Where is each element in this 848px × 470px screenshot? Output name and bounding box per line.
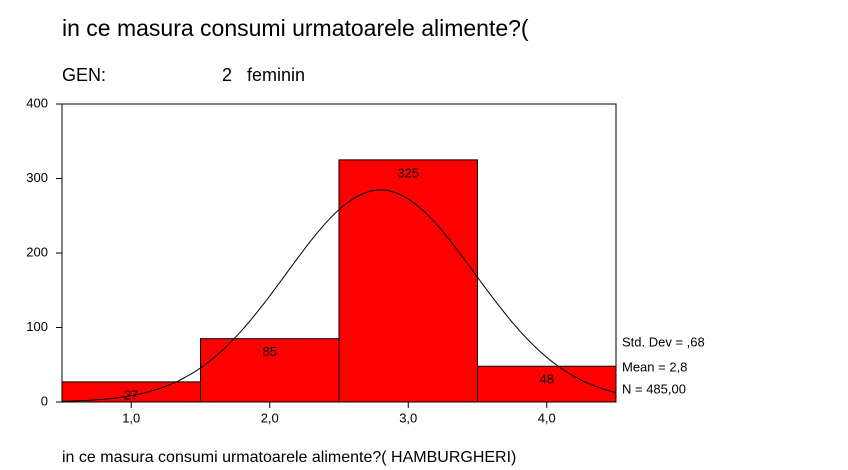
x-axis-label: in ce masura consumi urmatoarele aliment…	[62, 449, 516, 466]
y-tick-label: 400	[26, 95, 48, 110]
bar-label: 325	[397, 165, 419, 180]
x-tick-label: 3,0	[399, 410, 417, 425]
x-tick-label: 1,0	[122, 410, 140, 425]
y-tick-label: 0	[41, 393, 48, 408]
stat-label: N = 485,00	[622, 381, 686, 396]
subtitle-value: 2 feminin	[222, 65, 305, 85]
normal-curve	[61, 189, 617, 402]
bar	[477, 365, 617, 403]
y-tick-label: 200	[26, 244, 48, 259]
y-tick-label: 100	[26, 319, 48, 334]
bar-label: 48	[540, 372, 554, 387]
bar-label: 27	[124, 387, 138, 402]
x-tick-label: 2,0	[261, 410, 279, 425]
stat-label: Std. Dev = ,68	[622, 334, 705, 349]
stat-label: Mean = 2,8	[622, 359, 687, 374]
bar	[338, 159, 478, 403]
x-tick-label: 4,0	[538, 410, 556, 425]
y-tick-label: 300	[26, 170, 48, 185]
subtitle-label: GEN:	[62, 65, 106, 85]
chart-title: in ce masura consumi urmatoarele aliment…	[62, 15, 529, 41]
bar-label: 85	[263, 344, 277, 359]
